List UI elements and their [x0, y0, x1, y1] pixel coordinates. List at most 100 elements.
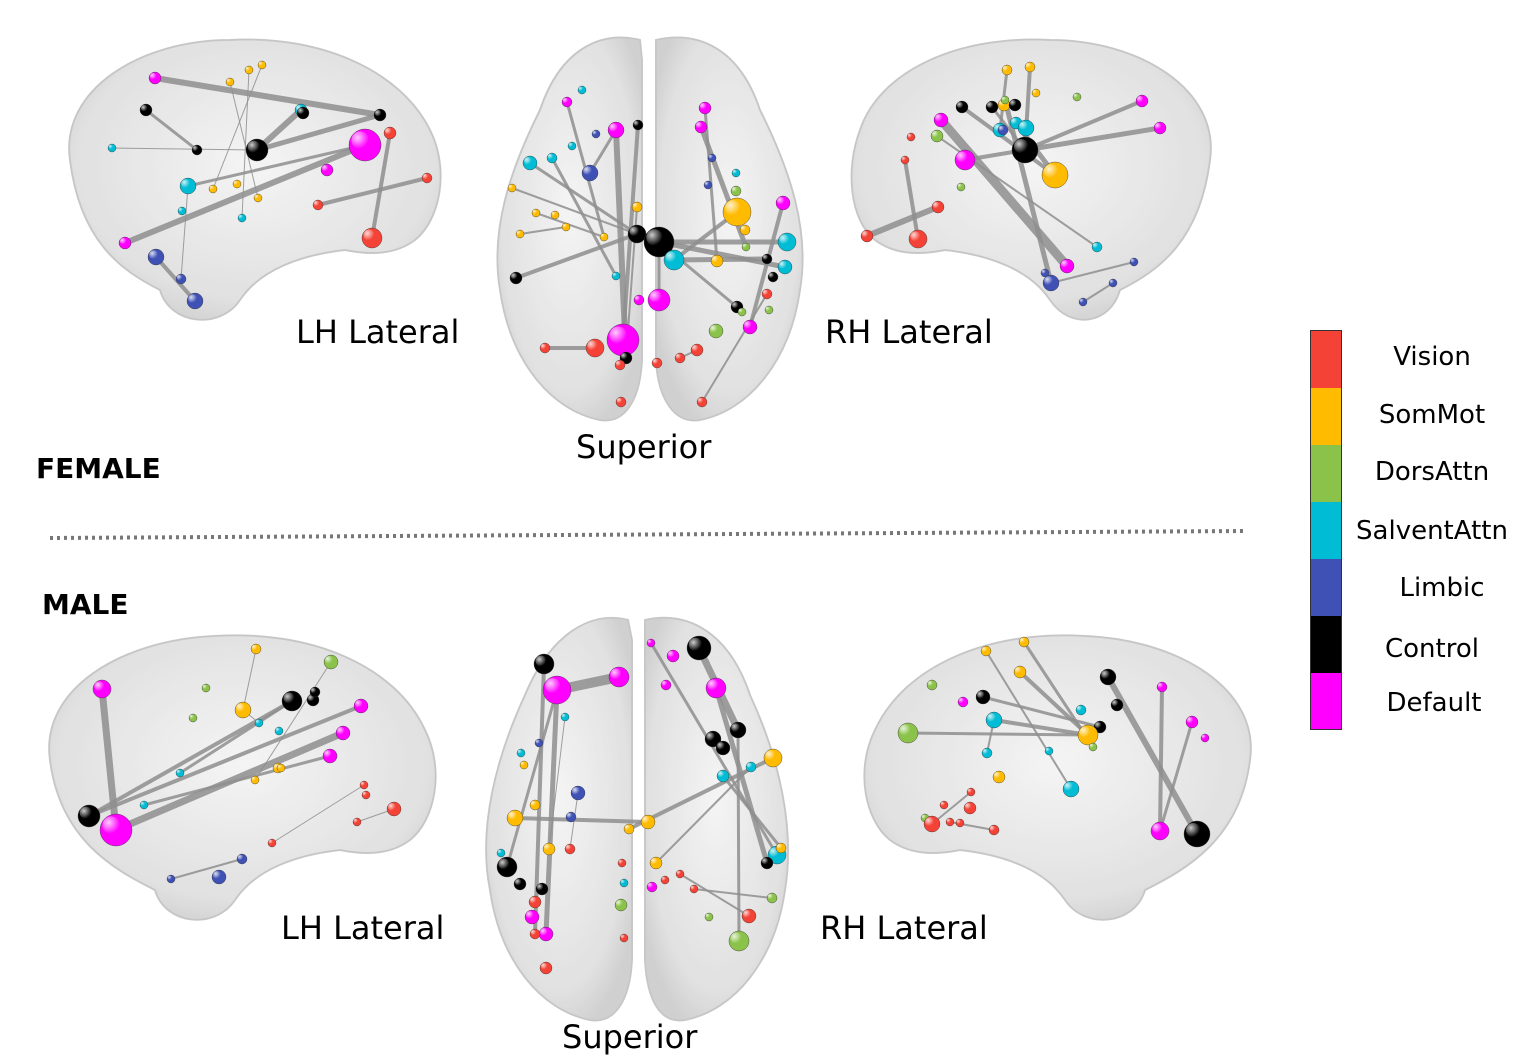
- female-rh-label: RH Lateral: [825, 313, 993, 351]
- legend-swatch-default: [1311, 673, 1341, 729]
- legend-swatch-dorsattn: [1311, 445, 1341, 502]
- node-highlight-133: [79, 806, 92, 819]
- node-highlight-14: [374, 109, 382, 117]
- node-highlight-138: [353, 818, 358, 823]
- node-highlight-140: [237, 854, 244, 861]
- node-highlight-214: [1064, 782, 1073, 791]
- node-highlight-4: [181, 179, 191, 189]
- node-highlight-189: [690, 885, 695, 890]
- node-highlight-65: [731, 186, 738, 193]
- node-highlight-109: [1041, 269, 1047, 274]
- node-highlight-213: [993, 771, 1001, 779]
- node-highlight-131: [277, 764, 282, 769]
- network-edge-10: [229, 81, 259, 199]
- node-highlight-82: [1025, 62, 1032, 69]
- network-edge-18: [511, 187, 638, 235]
- node-highlight-220: [925, 817, 934, 826]
- node-highlight-86: [1032, 89, 1038, 95]
- node-highlight-98: [931, 130, 939, 138]
- node-highlight-60: [699, 102, 707, 110]
- legend-label-sommot: SomMot: [1378, 400, 1486, 430]
- node-highlight-102: [907, 133, 912, 138]
- node-highlight-199: [1014, 666, 1022, 674]
- node-highlight-223: [1152, 823, 1163, 834]
- male-rh-label: RH Lateral: [820, 909, 988, 947]
- node-highlight-28: [578, 86, 583, 92]
- node-highlight-202: [1111, 699, 1119, 707]
- node-highlight-25: [176, 274, 183, 281]
- node-highlight-13: [297, 107, 305, 115]
- node-highlight-92: [935, 114, 943, 122]
- node-highlight-77: [710, 325, 718, 333]
- legend-label-vision: Vision: [1393, 342, 1471, 372]
- node-highlight-10: [258, 61, 263, 66]
- node-highlight-22: [238, 214, 243, 219]
- network-edge-66: [543, 687, 560, 937]
- node-highlight-126: [255, 719, 260, 724]
- node-highlight-5: [178, 207, 183, 212]
- node-highlight-159: [498, 858, 510, 870]
- node-highlight-0: [149, 72, 157, 80]
- node-highlight-190: [705, 913, 710, 918]
- node-highlight-172: [667, 650, 675, 658]
- node-highlight-37: [532, 209, 537, 214]
- node-highlight-179: [765, 750, 776, 761]
- node-highlight-24: [149, 250, 159, 259]
- node-highlight-187: [661, 876, 666, 881]
- node-highlight-33: [524, 157, 532, 165]
- network-edge-0: [152, 75, 383, 118]
- node-highlight-161: [536, 883, 544, 891]
- node-highlight-59: [697, 397, 704, 404]
- node-highlight-31: [592, 130, 597, 135]
- node-highlight-176: [731, 723, 740, 732]
- node-highlight-35: [583, 166, 592, 176]
- network-edge-47: [1050, 261, 1135, 284]
- network-edge-37: [1022, 125, 1163, 153]
- network-edge-9: [111, 147, 258, 151]
- network-edge-76: [548, 716, 566, 850]
- network-edge-4: [122, 142, 368, 246]
- network-edge-58: [242, 648, 257, 711]
- network-edge-85: [906, 731, 1090, 737]
- node-highlight-89: [1001, 96, 1006, 102]
- node-highlight-107: [1092, 242, 1099, 249]
- node-highlight-132: [251, 776, 256, 781]
- network-edge-61: [271, 784, 365, 844]
- node-highlight-48: [634, 295, 641, 302]
- node-highlight-96: [998, 125, 1005, 132]
- node-highlight-51: [587, 340, 598, 351]
- node-highlight-18: [422, 173, 429, 180]
- node-highlight-50: [609, 326, 627, 345]
- network-edge-59: [254, 661, 332, 781]
- node-highlight-217: [964, 802, 972, 810]
- node-highlight-105: [910, 231, 921, 242]
- node-highlight-66: [725, 200, 741, 216]
- node-highlight-169: [540, 962, 548, 970]
- node-highlight-15: [351, 131, 370, 149]
- node-highlight-17: [384, 127, 392, 135]
- node-highlight-218: [921, 814, 926, 819]
- node-highlight-47: [510, 272, 518, 280]
- female-rh-brain: [850, 38, 1212, 321]
- node-highlight-137: [388, 803, 396, 811]
- female-lh-brain: [68, 38, 442, 321]
- node-highlight-154: [624, 824, 631, 831]
- network-edge-90: [931, 791, 972, 825]
- node-highlight-52: [540, 343, 547, 350]
- node-highlight-88: [1009, 99, 1017, 107]
- node-highlight-7: [233, 180, 238, 185]
- network-edge-63: [170, 858, 243, 880]
- node-highlight-147: [535, 739, 540, 744]
- node-highlight-146: [561, 713, 566, 718]
- network-edge-13: [212, 64, 263, 190]
- node-highlight-27: [562, 97, 569, 104]
- node-highlight-30: [609, 123, 618, 132]
- node-highlight-84: [1136, 95, 1144, 103]
- node-highlight-32: [568, 142, 573, 147]
- node-highlight-124: [337, 727, 345, 735]
- node-highlight-188: [647, 882, 654, 889]
- network-edge-48: [1082, 282, 1114, 303]
- node-highlight-222: [989, 825, 996, 832]
- node-highlight-178: [717, 742, 725, 750]
- node-highlight-206: [987, 713, 996, 722]
